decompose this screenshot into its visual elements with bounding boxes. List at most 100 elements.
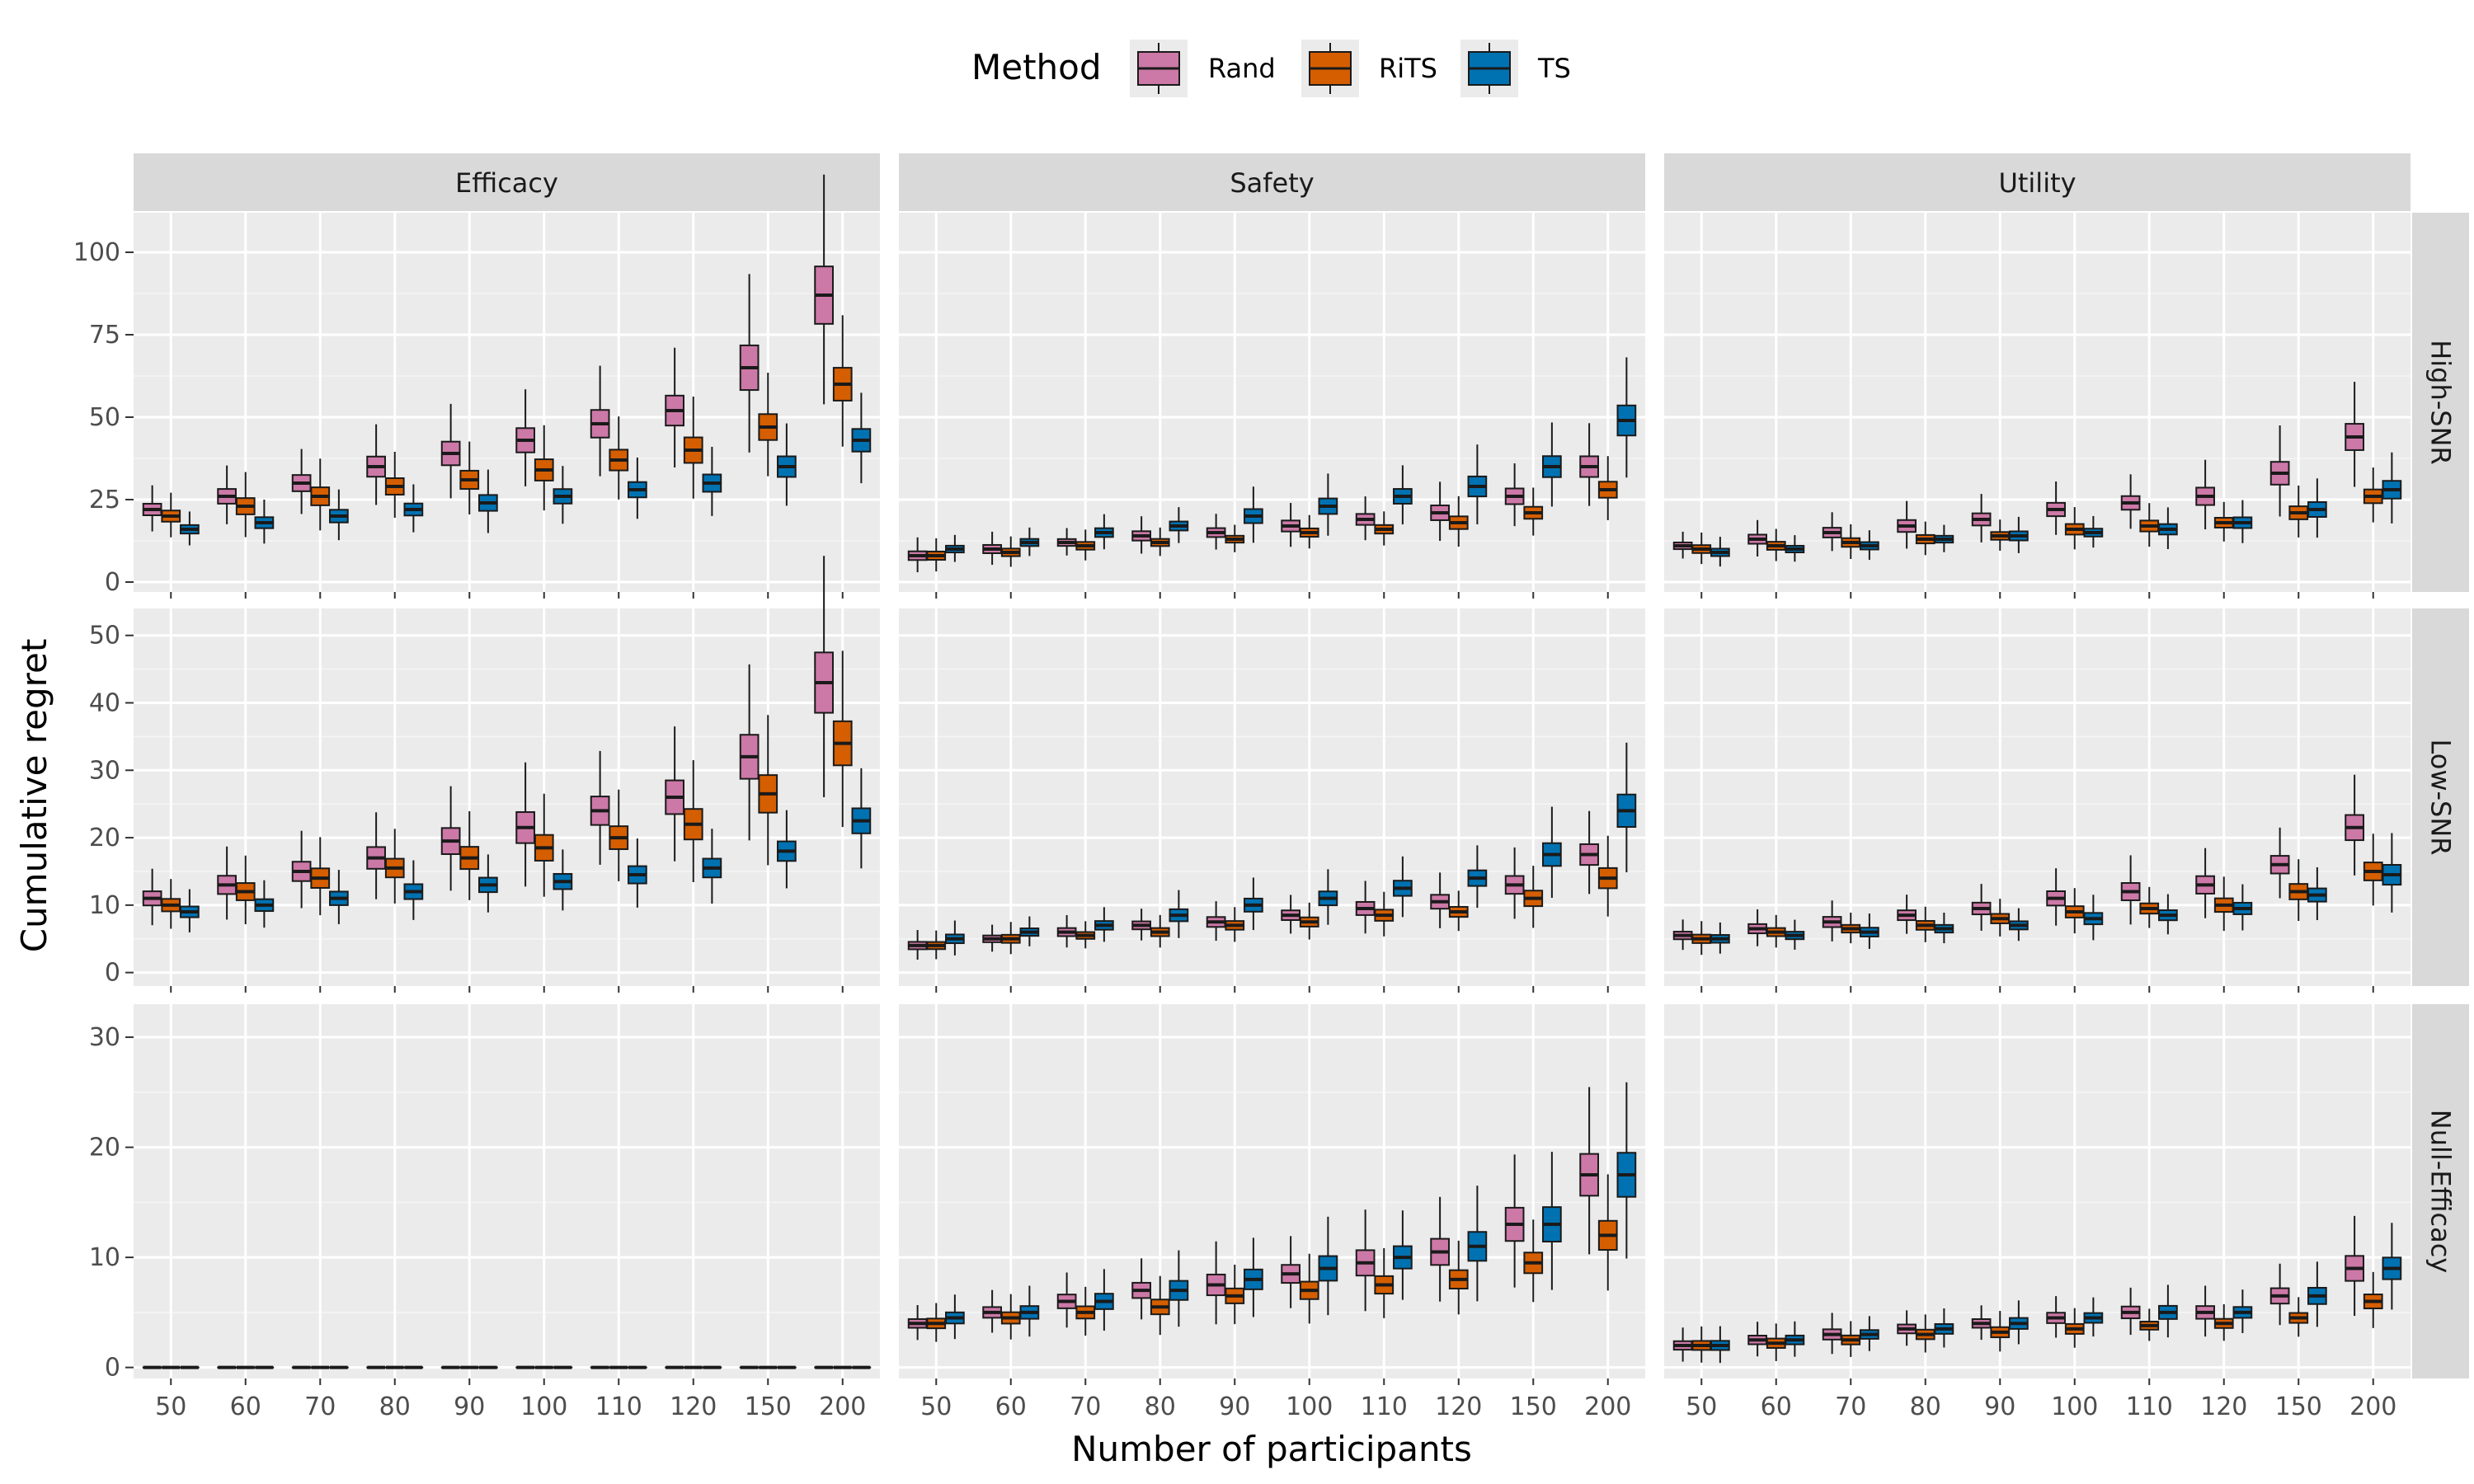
box-rand-200 — [814, 556, 834, 798]
x-tick-label: 100 — [1286, 1392, 1333, 1421]
box-rand-50 — [1672, 531, 1693, 559]
box-ts-70 — [1094, 907, 1114, 942]
x-tick-label: 200 — [819, 1392, 866, 1421]
box-ts-90 — [1244, 1237, 1263, 1317]
box-rand-90 — [440, 403, 461, 499]
box-ts-110 — [1393, 465, 1413, 525]
box-rits-90 — [1225, 907, 1245, 942]
y-tick-label: 0 — [105, 1354, 120, 1383]
box-rand-110 — [2120, 1287, 2141, 1336]
box-rits-60 — [235, 855, 256, 925]
legend-item-ts: TS — [1460, 40, 1571, 97]
box-rits-110 — [609, 789, 629, 881]
x-tick-label: 200 — [1584, 1392, 1631, 1421]
box-rand-70 — [1822, 900, 1842, 942]
x-tick-label: 90 — [454, 1392, 485, 1421]
x-tick-label: 60 — [995, 1392, 1027, 1421]
box-rits-50 — [1691, 1326, 1712, 1363]
box-rits-100 — [1299, 514, 1319, 549]
box-rits-50 — [1691, 532, 1712, 565]
panel-null-efficacy-utility: 50 60 70 80 90 100 110 120 150 200 — [1664, 1004, 2411, 1421]
x-tick-label: 150 — [745, 1392, 792, 1421]
box-ts-120 — [1467, 1186, 1488, 1302]
box-rand-100 — [2046, 481, 2066, 535]
box-rits-90 — [1990, 1311, 2011, 1352]
legend: Method Rand RiTS TS — [971, 40, 1571, 97]
y-tick-label: 10 — [89, 891, 120, 920]
box-ts-110 — [1393, 856, 1413, 918]
box-rits-150 — [758, 715, 778, 866]
box-ts-110 — [2158, 894, 2178, 935]
box-rand-200 — [1579, 423, 1599, 506]
box-rits-200 — [2363, 834, 2383, 906]
box-rand-120 — [2195, 848, 2215, 918]
box-rits-120 — [1448, 495, 1469, 547]
box-ts-150 — [1542, 806, 1562, 899]
box-ts-100 — [2083, 515, 2104, 548]
box-rits-110 — [2139, 503, 2160, 547]
box-rand-150 — [2269, 425, 2290, 517]
box-rand-100 — [2046, 868, 2066, 926]
box-rand-120 — [665, 726, 684, 862]
box-rits-150 — [1523, 1219, 1544, 1303]
box-rits-120 — [1448, 890, 1469, 932]
box-rand-110 — [1355, 881, 1376, 934]
box-ts-80 — [1169, 507, 1189, 543]
box-rand-110 — [590, 750, 610, 865]
box-rand-90 — [1971, 1305, 1992, 1341]
box-ts-110 — [2158, 507, 2178, 550]
box-rand-70 — [1822, 1313, 1842, 1355]
box-ts-80 — [1169, 1250, 1189, 1327]
box-ts-60 — [254, 880, 275, 928]
box-ts-80 — [1934, 1308, 1954, 1348]
x-tick-label: 80 — [1910, 1392, 1941, 1421]
legend-title: Method — [971, 47, 1102, 87]
box-rits-100 — [2064, 888, 2085, 934]
legend-label-rand: Rand — [1208, 53, 1276, 84]
x-tick-label: 120 — [2200, 1392, 2247, 1421]
box-rits-100 — [2064, 1308, 2085, 1348]
box-rand-120 — [2195, 1285, 2215, 1337]
box-rits-60 — [235, 472, 256, 538]
legend-item-rand: Rand — [1130, 40, 1276, 97]
box-rits-90 — [1225, 1264, 1245, 1325]
box-rand-200 — [2345, 774, 2364, 876]
box-ts-120 — [1467, 444, 1488, 524]
box-ts-150 — [2307, 866, 2327, 920]
box-rand-80 — [366, 812, 386, 899]
box-ts-90 — [1244, 486, 1263, 543]
panel-background — [1664, 213, 2411, 592]
legend-label-rits: RiTS — [1379, 53, 1437, 84]
box-rits-120 — [683, 397, 703, 499]
box-ts-80 — [1934, 913, 1954, 944]
box-rand-60 — [217, 846, 237, 920]
box-ts-50 — [945, 1294, 965, 1340]
box-rits-150 — [758, 373, 778, 477]
box-rits-70 — [310, 458, 331, 531]
box-rand-60 — [982, 1289, 1002, 1333]
column-strip-efficacy — [134, 153, 880, 211]
x-tick-label: 110 — [1361, 1392, 1408, 1421]
box-rits-100 — [534, 425, 554, 511]
box-ts-90 — [478, 469, 498, 533]
x-tick-label: 100 — [2051, 1392, 2098, 1421]
x-tick-label: 200 — [2349, 1392, 2396, 1421]
box-ts-50 — [1710, 1326, 1730, 1364]
x-tick-label: 50 — [155, 1392, 186, 1421]
x-tick-label: 120 — [670, 1392, 717, 1421]
box-ts-90 — [2009, 516, 2029, 553]
box-rand-150 — [2269, 1263, 2290, 1326]
x-tick-label: 60 — [1761, 1392, 1792, 1421]
box-rand-90 — [1971, 494, 1992, 542]
box-rand-60 — [982, 924, 1002, 952]
panel-null-efficacy-efficacy: 0 10 20 30 50 60 70 80 90 100 110 120 150 200 — [89, 1004, 880, 1421]
box-rand-110 — [2120, 855, 2141, 925]
box-ts-200 — [2382, 1223, 2402, 1310]
box-ts-120 — [2232, 500, 2253, 543]
box-rand-80 — [1897, 500, 1917, 549]
box-rand-110 — [1355, 1209, 1376, 1312]
box-rits-100 — [1299, 902, 1319, 940]
box-rand-80 — [1897, 1310, 1917, 1346]
x-tick-label: 110 — [2126, 1392, 2173, 1421]
x-tick-label: 120 — [1435, 1392, 1482, 1421]
